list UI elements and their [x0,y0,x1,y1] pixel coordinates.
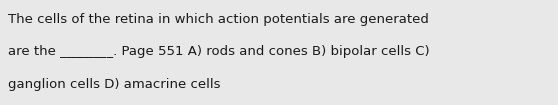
Text: The cells of the retina in which action potentials are generated: The cells of the retina in which action … [8,13,429,26]
Text: are the ________. Page 551 A) rods and cones B) bipolar cells C): are the ________. Page 551 A) rods and c… [8,45,430,58]
Text: ganglion cells D) amacrine cells: ganglion cells D) amacrine cells [8,78,221,91]
